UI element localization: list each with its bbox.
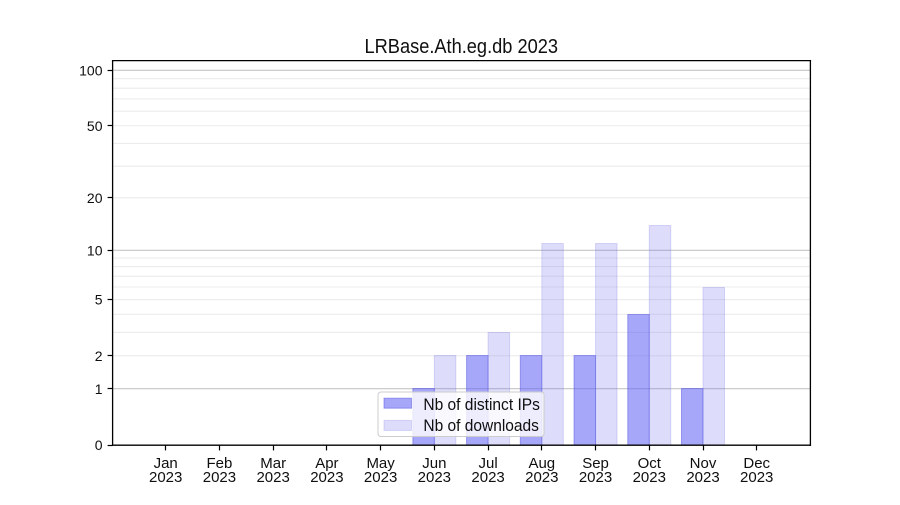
- svg-text:Jun: Jun: [422, 455, 446, 472]
- svg-text:5: 5: [95, 292, 103, 308]
- svg-text:2023: 2023: [149, 469, 182, 486]
- svg-text:2023: 2023: [525, 469, 558, 486]
- svg-text:2023: 2023: [364, 469, 397, 486]
- svg-text:2023: 2023: [686, 469, 719, 486]
- svg-text:2023: 2023: [418, 469, 451, 486]
- svg-text:Nov: Nov: [690, 455, 717, 472]
- svg-text:2023: 2023: [740, 469, 773, 486]
- svg-text:Jul: Jul: [478, 455, 497, 472]
- svg-text:2023: 2023: [471, 469, 504, 486]
- svg-text:2023: 2023: [203, 469, 236, 486]
- svg-text:20: 20: [87, 190, 103, 206]
- svg-text:0: 0: [95, 437, 103, 453]
- svg-text:2023: 2023: [256, 469, 289, 486]
- svg-text:2023: 2023: [633, 469, 666, 486]
- svg-text:May: May: [366, 455, 395, 472]
- svg-text:Mar: Mar: [260, 455, 286, 472]
- svg-text:LRBase.Ath.eg.db 2023: LRBase.Ath.eg.db 2023: [365, 36, 559, 58]
- svg-text:Sep: Sep: [582, 455, 609, 472]
- svg-text:100: 100: [79, 62, 103, 78]
- svg-text:Dec: Dec: [743, 455, 770, 472]
- svg-text:Jan: Jan: [154, 455, 178, 472]
- svg-text:Aug: Aug: [528, 455, 555, 472]
- svg-text:2023: 2023: [579, 469, 612, 486]
- svg-text:Apr: Apr: [315, 455, 338, 472]
- svg-text:1: 1: [95, 381, 103, 397]
- svg-text:10: 10: [87, 242, 103, 258]
- svg-text:Oct: Oct: [638, 455, 662, 472]
- svg-text:2: 2: [95, 348, 103, 364]
- svg-text:Nb of downloads: Nb of downloads: [423, 417, 539, 435]
- svg-text:2023: 2023: [310, 469, 343, 486]
- svg-text:50: 50: [87, 118, 103, 134]
- svg-text:Feb: Feb: [207, 455, 233, 472]
- svg-text:Nb of distinct IPs: Nb of distinct IPs: [423, 396, 540, 414]
